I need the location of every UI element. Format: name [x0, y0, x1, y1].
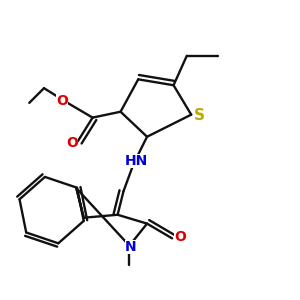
Text: O: O [56, 94, 68, 108]
Text: S: S [194, 108, 204, 123]
Text: HN: HN [124, 154, 148, 169]
Text: O: O [67, 136, 79, 150]
Text: O: O [174, 230, 186, 244]
Text: N: N [125, 240, 137, 254]
